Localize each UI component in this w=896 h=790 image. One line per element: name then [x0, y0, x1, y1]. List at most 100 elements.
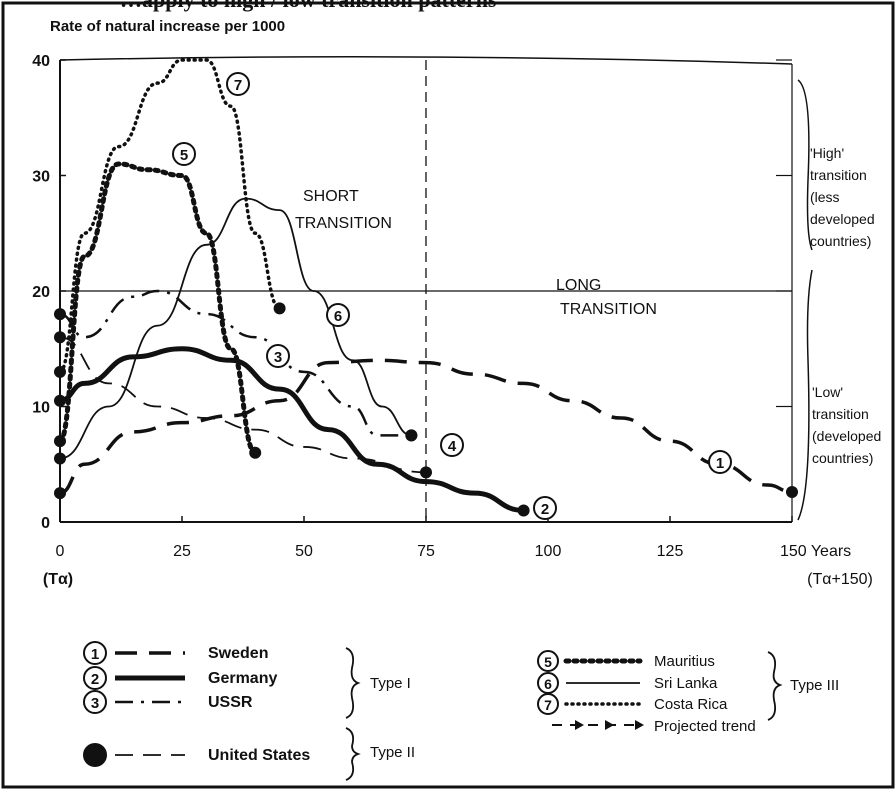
high-bracket: [797, 79, 813, 251]
series-start-dot: [54, 435, 66, 448]
series-line-united-states: [59, 336, 427, 474]
series-line-sri-lanka: [59, 197, 412, 460]
low-transition-label: (developed: [812, 428, 881, 444]
legend-brace-type2: [345, 727, 361, 781]
legend-marker-label: 7: [544, 697, 552, 713]
series-start-dot: [54, 308, 66, 321]
high-transition-label: countries): [810, 233, 871, 249]
long-transition-label: LONG: [556, 277, 601, 294]
legend-projected-label: Projected trend: [654, 718, 756, 735]
low-transition-label: countries): [812, 450, 873, 466]
legend-projected-arrow: [635, 720, 644, 730]
series-number-label: 1: [716, 455, 724, 472]
x-tick-label: 150 Years: [780, 543, 851, 560]
y-axis-label: Rate of natural increase per 1000: [50, 18, 285, 35]
series-number-marker: [326, 303, 350, 327]
series-start-dot: [54, 331, 66, 344]
series-number-label: 7: [234, 77, 242, 94]
series-line-ussr: [59, 289, 412, 437]
short-transition-label: TRANSITION: [295, 215, 392, 232]
legend-marker: [83, 743, 107, 767]
legend-group-label: Type I: [370, 675, 411, 692]
legend-series-name: Sri Lanka: [654, 675, 718, 692]
series-number-marker: [533, 496, 557, 520]
legend-brace-type1: [345, 647, 361, 719]
x-tick-label: 125: [657, 543, 684, 560]
legend-group-label: Type III: [790, 677, 839, 694]
y-tick-label: 40: [32, 53, 50, 70]
legend-marker: [83, 666, 107, 690]
high-transition-label: 'High': [810, 145, 844, 161]
top-frame-line: [59, 56, 793, 65]
x-tick-label: 100: [535, 543, 562, 560]
high-transition-label: developed: [810, 211, 875, 227]
legend-series-name: USSR: [208, 694, 253, 711]
high-transition-label: (less: [810, 189, 840, 205]
x-tick-label: 50: [295, 543, 313, 560]
series-end-dot: [517, 504, 530, 517]
series-end-dot: [405, 429, 418, 442]
series-start-dot: [54, 487, 66, 500]
series-end-dot: [786, 485, 798, 498]
series-number-marker: [440, 433, 464, 457]
series-end-dot: [273, 302, 286, 315]
series-start-dot: [54, 394, 66, 407]
x-tick-label: 25: [173, 543, 191, 560]
series-line-mauritius: [57, 161, 258, 456]
x-tick-label: 0: [56, 543, 65, 560]
series-number-label: 6: [334, 308, 342, 325]
low-transition-label: 'Low': [812, 384, 843, 400]
series-number-marker: [226, 72, 250, 96]
legend-marker: [83, 641, 107, 665]
series-line-costa-rica: [58, 58, 282, 374]
series-number-label: 4: [448, 438, 457, 455]
x-tick-label: 75: [417, 543, 435, 560]
x-start-label: (Tα): [43, 571, 73, 588]
series-start-dot: [54, 365, 66, 378]
series-number-label: 5: [180, 147, 188, 164]
legend-projected-arrow: [575, 720, 584, 730]
y-tick-label: 30: [32, 169, 50, 186]
y-tick-label: 20: [32, 284, 50, 301]
series-number-marker: [266, 344, 290, 368]
y-tick-label: 0: [41, 515, 50, 532]
legend: 1 Sweden 2 Germany 3 USSR 4 United States Type I…: [83, 641, 839, 781]
legend-group-label: Type II: [370, 744, 415, 761]
legend-marker-label: 3: [91, 695, 99, 712]
legend-marker-label: 5: [544, 654, 552, 670]
legend-series-name: Costa Rica: [654, 696, 728, 713]
legend-marker-label: 6: [544, 676, 552, 692]
series-number-marker: [172, 142, 196, 166]
legend-series-name: United States: [208, 747, 310, 764]
high-transition-label: transition: [810, 167, 867, 183]
legend-marker: [537, 650, 559, 672]
legend-brace-type3: [767, 651, 783, 721]
legend-marker-label: 1: [91, 646, 99, 663]
series-start-dot: [54, 452, 66, 465]
legend-marker-label: 2: [91, 671, 99, 688]
series-number-marker: [708, 450, 732, 474]
legend-series-name: Mauritius: [654, 653, 715, 670]
series-line-sweden: [59, 358, 793, 495]
legend-projected-arrow: [605, 720, 614, 730]
series-number-label: 3: [274, 349, 282, 366]
series-line-germany: [59, 346, 524, 513]
low-transition-label: transition: [812, 406, 869, 422]
series-end-dot: [420, 466, 432, 479]
low-bracket: [797, 269, 813, 521]
legend-series-name: Germany: [208, 670, 277, 687]
legend-series-name: Sweden: [208, 645, 268, 662]
y-tick-label: 10: [32, 400, 50, 417]
legend-marker: [537, 693, 559, 715]
legend-marker: [83, 690, 107, 714]
legend-marker-label: 4: [91, 748, 100, 765]
cropped-heading: …apply to high / low transition patterns: [0, 0, 896, 16]
x-end-label: (Tα+150): [807, 571, 873, 588]
short-transition-label: SHORT: [303, 188, 359, 205]
series-end-dot: [249, 446, 262, 459]
series-number-label: 2: [541, 501, 549, 518]
long-transition-label: TRANSITION: [560, 301, 657, 318]
